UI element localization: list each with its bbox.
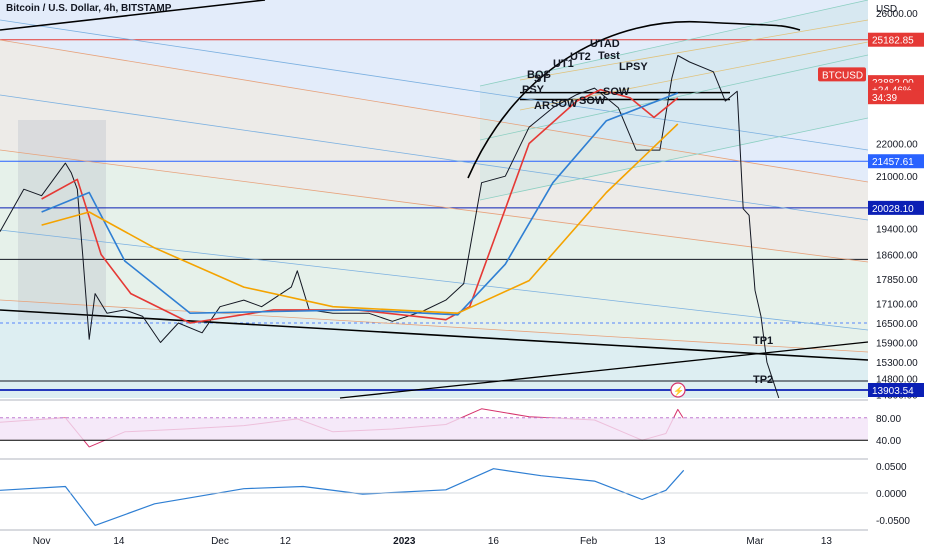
channel-shade xyxy=(0,40,868,262)
annotation-label: PSY xyxy=(522,84,545,96)
series-btcusd xyxy=(0,55,780,399)
channel-line xyxy=(519,41,869,111)
price-series xyxy=(0,55,780,399)
channel-shade xyxy=(0,300,868,398)
price-tick: 15300.00 xyxy=(876,358,918,369)
price-tick: 19400.00 xyxy=(876,224,918,235)
annotation-label: TP1 xyxy=(753,335,773,347)
price-label-box xyxy=(868,154,924,169)
channel-line xyxy=(479,117,869,201)
macd-tick: 0.0000 xyxy=(876,489,907,500)
channel-line xyxy=(0,299,869,353)
price-pane-background xyxy=(0,0,868,398)
price-label-box xyxy=(868,32,924,47)
trendline xyxy=(0,0,266,31)
price-tick: 15900.00 xyxy=(876,339,918,350)
lightning-icon xyxy=(670,382,686,398)
price-label: 20028.10 xyxy=(872,204,914,215)
channel-line xyxy=(0,39,869,183)
time-tick: 13 xyxy=(654,536,666,547)
channel-shade xyxy=(0,150,868,352)
time-tick: Dec xyxy=(211,536,229,547)
price-label: 13903.54 xyxy=(872,386,914,397)
rsi-tick: 80.00 xyxy=(876,414,901,425)
indicator-panes xyxy=(0,399,932,531)
macd-tick: -0.0500 xyxy=(876,516,910,527)
price-tick: 17100.00 xyxy=(876,299,918,310)
price-tick: 14800.00 xyxy=(876,374,918,385)
time-tick: 12 xyxy=(280,536,292,547)
series-ema-slow xyxy=(41,123,679,315)
price-label-box xyxy=(818,67,866,82)
channel-line xyxy=(0,94,869,221)
annotation-label: SOW xyxy=(579,95,606,107)
annotation-label: SOW xyxy=(551,98,578,110)
chart-title: Bitcoin / U.S. Dollar, 4h, BITSTAMP xyxy=(6,3,172,14)
lightning-icon-glyph: ⚡ xyxy=(673,385,684,397)
price-label: 34:39 xyxy=(872,93,897,104)
channel-line xyxy=(479,54,869,141)
annotation-label: AR xyxy=(534,100,550,112)
annotation-label: BOS xyxy=(527,69,551,81)
annotation-label: UTAD xyxy=(590,38,620,50)
price-label-box xyxy=(868,90,924,105)
trend-channels xyxy=(0,0,869,399)
annotation-label: SOW xyxy=(603,86,630,98)
price-label-box xyxy=(868,383,924,397)
price-tick: 22000.00 xyxy=(876,140,918,151)
channel-shade xyxy=(0,0,868,182)
price-tick: 18600.00 xyxy=(876,250,918,261)
channel-line xyxy=(0,229,869,331)
time-tick: 14 xyxy=(113,536,125,547)
series-macd xyxy=(0,468,685,527)
channel-line xyxy=(0,19,869,151)
time-tick: Mar xyxy=(746,536,764,547)
annotation-label: Test xyxy=(598,50,620,62)
channel-line xyxy=(479,0,869,87)
price-tick: 26000.00 xyxy=(876,9,918,20)
time-tick: Feb xyxy=(580,536,598,547)
macd-tick: 0.0500 xyxy=(876,462,907,473)
annotation-label: ST xyxy=(534,73,548,85)
price-tick: 17850.00 xyxy=(876,275,918,286)
time-tick: Nov xyxy=(33,536,51,547)
annotation-label: TP2 xyxy=(753,374,773,386)
annotation-label: LPSY xyxy=(619,61,648,73)
annotation-label: UT2 xyxy=(570,51,591,63)
price-label-box xyxy=(868,200,924,215)
time-tick: 2023 xyxy=(393,536,416,547)
annotation-label: UT1 xyxy=(553,58,574,70)
series-ema-mid xyxy=(41,92,679,316)
price-label: 21457.61 xyxy=(872,157,914,168)
distribution-arc xyxy=(467,20,801,179)
trendline xyxy=(0,309,869,361)
price-label: BTCUSD xyxy=(822,70,863,81)
time-tick: 16 xyxy=(488,536,500,547)
channel-line xyxy=(519,19,869,81)
rsi-band xyxy=(0,417,868,441)
rsi-tick: 40.00 xyxy=(876,436,901,447)
price-tick: 16500.00 xyxy=(876,319,918,330)
channel-line xyxy=(0,149,869,263)
time-axis[interactable]: Nov 14 Dec 12 2023 16 Feb 13 Mar 13 xyxy=(33,536,833,547)
price-axis[interactable]: USD26000.0022000.0021000.0020000.0019400… xyxy=(818,0,932,550)
currency-label: USD xyxy=(876,4,897,15)
price-label: 25182.85 xyxy=(872,36,914,47)
time-tick: 13 xyxy=(821,536,833,547)
horizontal-levels xyxy=(0,39,868,391)
wyckoff-annotations: UTADTestUT2UT1BOSSTPSYARSOWSOWSOWLPSYTP1… xyxy=(522,38,773,398)
trendline xyxy=(339,341,869,399)
price-tick: 21000.00 xyxy=(876,172,918,183)
